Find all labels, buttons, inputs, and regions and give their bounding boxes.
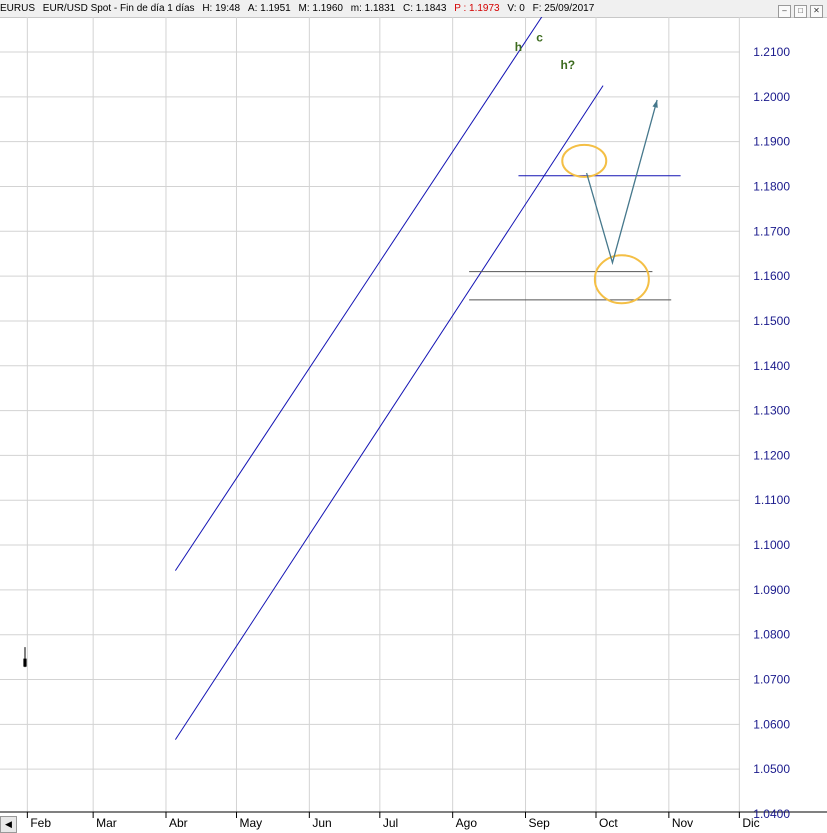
price-tick-label: 1.1800	[753, 179, 790, 193]
price-axis: 1.2100 1.2000 1.1900 1.1800 1.1700 1.1600 1.15…	[753, 45, 790, 821]
price-tick-label: 1.0700	[753, 673, 790, 687]
highlight-circle	[593, 254, 650, 305]
annotations-layer: hc h?	[174, 17, 681, 740]
price-tick-label: 1.1400	[753, 359, 790, 373]
channel-lower-line	[174, 85, 604, 740]
projection-path	[585, 99, 658, 266]
price-tick-label: 1.1600	[753, 269, 790, 283]
price-tick-label: 1.2100	[753, 45, 790, 59]
time-tick-label: May	[239, 816, 262, 830]
candle-body	[23, 658, 27, 667]
price-tick-label: 1.1200	[753, 448, 790, 462]
time-tick-label: Feb	[30, 816, 51, 830]
candles-layer	[23, 647, 27, 668]
time-tick-label: Mar	[96, 816, 117, 830]
pattern-label: h?	[560, 58, 575, 72]
price-tick-label: 1.1300	[753, 404, 790, 418]
time-tick-label: Jun	[312, 816, 331, 830]
instrument-description: EUR/USD Spot - Fin de día 1 días	[42, 3, 195, 14]
symbol-label: EURUS	[0, 3, 36, 14]
price-tick-label: 1.1900	[753, 135, 790, 149]
chart-info-bar: EURUS EUR/USD Spot - Fin de día 1 días H…	[0, 0, 827, 18]
date-value: F: 25/09/2017	[532, 3, 595, 14]
time-axis: Feb Mar Abr May Jun Jul Ago Sep Oct Nov Dic	[26, 812, 760, 830]
grid-layer	[0, 17, 740, 815]
price-tick-label: 1.1100	[754, 493, 790, 507]
highlight-circle	[561, 143, 608, 178]
time-tick-label: Ago	[456, 816, 478, 830]
restore-icon[interactable]: □	[794, 5, 807, 18]
price-chart[interactable]: hc h? 1.2100 1.2000 1.1900 1.1800 1.1700 1.160…	[0, 17, 827, 833]
pattern-label: h	[515, 40, 522, 54]
volume-value: V: 0	[507, 3, 525, 14]
time-tick-label: Jul	[383, 816, 398, 830]
time-axis-area	[0, 812, 827, 833]
time-tick-label: Sep	[529, 816, 551, 830]
price-tick-label: 1.2000	[753, 90, 790, 104]
time-tick-label: Dic	[742, 816, 759, 830]
channel-upper-line	[174, 17, 543, 571]
min-value: m: 1.1831	[350, 3, 396, 14]
ask-value: A: 1.1951	[247, 3, 291, 14]
pattern-label: c	[536, 31, 543, 45]
price-tick-label: 1.0500	[753, 762, 790, 776]
max-value: M: 1.1960	[298, 3, 343, 14]
price-tick-label: 1.1500	[753, 314, 790, 328]
price-tick-label: 1.1700	[753, 224, 790, 238]
time-tick-label: Nov	[672, 816, 693, 830]
scroll-left-icon[interactable]: ◀	[0, 816, 17, 833]
time-tick-label: Abr	[169, 816, 188, 830]
close-value: C: 1.1843	[403, 3, 447, 14]
minimize-icon[interactable]: –	[778, 5, 791, 18]
last-price-value: P : 1.1973	[454, 3, 500, 14]
high-value: H: 19:48	[202, 3, 241, 14]
close-icon[interactable]: ✕	[810, 5, 823, 18]
price-tick-label: 1.0800	[753, 628, 790, 642]
price-tick-label: 1.0900	[753, 583, 790, 597]
price-tick-label: 1.0600	[753, 717, 790, 731]
price-tick-label: 1.1000	[753, 538, 790, 552]
projection-arrowhead	[652, 99, 658, 108]
price-tick-label: 1.0400	[753, 807, 790, 821]
time-tick-label: Oct	[599, 816, 618, 830]
window-controls: – □ ✕	[775, 2, 823, 19]
